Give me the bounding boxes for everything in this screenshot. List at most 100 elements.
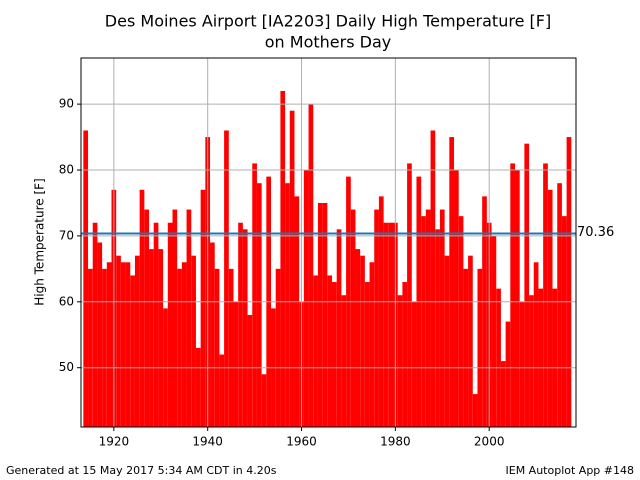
bar [97,242,103,427]
bar [364,282,370,427]
bar [228,268,234,427]
bar [195,347,201,427]
bar [172,209,178,427]
bar [533,262,539,427]
bar [369,262,375,427]
mean-label: 70.36 [577,225,614,240]
bar [439,209,445,427]
bar [510,163,516,427]
bar [332,282,337,427]
bar [214,268,220,427]
bar [463,268,469,427]
bar [491,235,497,427]
bar [83,130,89,427]
bar [505,321,511,427]
bar [219,354,225,427]
bar [102,268,107,427]
bar [524,143,530,428]
bar [106,262,112,427]
bar [144,209,150,427]
bar [397,295,403,427]
bar [411,301,417,427]
bar [561,216,567,427]
bar [224,130,229,427]
x-tick-label: 1940 [192,435,223,449]
bar [285,183,290,427]
bar [308,104,314,427]
bar [313,275,318,427]
bar [430,130,436,427]
bar [355,249,361,427]
bar [242,229,248,427]
footer-right: IEM Autoplot App #148 [506,464,635,477]
footer-left: Generated at 15 May 2017 5:34 AM CDT in … [6,464,277,477]
y-tick-label: 90 [59,97,74,111]
bar [327,275,333,427]
y-tick-label: 60 [59,294,74,308]
bar [181,262,187,427]
bar [167,222,173,427]
y-axis-label: High Temperature [F] [33,178,47,306]
bar [261,374,267,427]
bar [252,163,257,427]
bar [92,222,98,427]
bar [120,262,126,427]
chart-title: on Mothers Day [265,33,391,52]
bar [153,222,159,427]
bar [88,268,93,427]
bar [139,189,145,427]
x-tick-label: 1980 [380,435,411,449]
bar [552,288,558,427]
bar [256,183,262,427]
bar [149,249,154,427]
bar [294,196,300,427]
bar [566,137,572,428]
bar [435,229,440,427]
bar [482,196,487,427]
bar [378,196,384,427]
bar [134,255,140,427]
bar [407,163,412,427]
bar [383,222,389,427]
bar [472,394,478,427]
bar [317,202,323,427]
bar [477,268,483,427]
bar [529,295,534,427]
x-tick-label: 1960 [286,435,317,449]
bar [519,301,525,427]
bar [557,183,562,427]
bar [200,189,206,427]
y-tick-label: 50 [59,360,74,374]
y-tick-label: 80 [59,163,74,177]
bar [238,222,243,427]
bar [543,163,548,427]
y-tick-label: 70 [59,228,74,242]
bar [233,301,239,427]
bar [388,222,394,427]
x-tick-label: 2000 [474,435,505,449]
bar [336,229,342,427]
bar [303,170,309,427]
bar [158,249,164,427]
bar [191,255,196,427]
bar [186,209,192,427]
bar [280,90,286,428]
bar [360,255,365,427]
bar [402,282,408,427]
bar [177,268,182,427]
bar [374,209,379,427]
bar [500,361,506,427]
bar [547,189,553,427]
bar [496,288,501,427]
bar [454,170,459,427]
bar [458,216,464,427]
bar [275,268,281,427]
bar [116,255,121,427]
bar [538,288,544,427]
plot-frame [80,57,577,428]
bar [341,295,347,427]
chart-title: Des Moines Airport [IA2203] Daily High T… [105,12,551,31]
bar [130,275,135,427]
bar [421,216,426,427]
